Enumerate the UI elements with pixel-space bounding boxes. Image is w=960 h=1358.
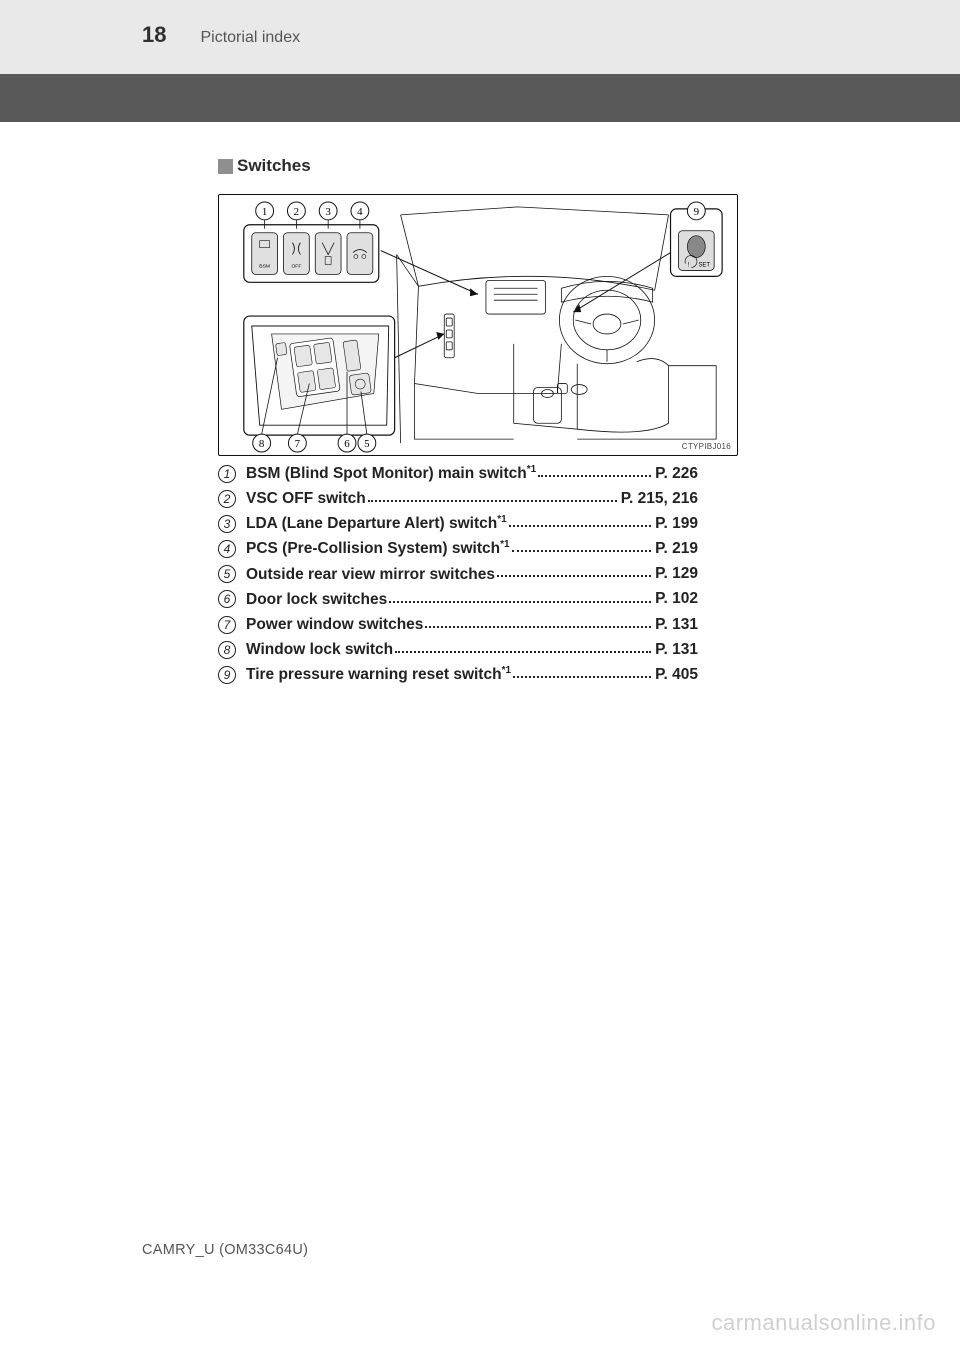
dark-chapter-bar	[0, 74, 960, 122]
callout-label: Outside rear view mirror switches	[246, 565, 495, 584]
header-row: 18 Pictorial index	[0, 0, 960, 48]
callout-pageref: P. 219	[655, 540, 698, 558]
callout-number: 7	[218, 616, 236, 634]
leader-dots	[368, 493, 617, 502]
svg-text:SET: SET	[698, 262, 710, 268]
leader-dots	[512, 543, 652, 552]
callout-pageref: P. 129	[655, 565, 698, 583]
callout-number: 1	[218, 465, 236, 483]
leader-dots	[509, 518, 652, 527]
callout-circle-9: 9	[687, 202, 705, 220]
callout-item-6: 6 Door lock switches P. 102	[218, 590, 698, 609]
callout-pageref: P. 226	[655, 465, 698, 483]
content-area: Switches BSM OFF	[0, 122, 732, 684]
callout-number: 3	[218, 515, 236, 533]
svg-text:1: 1	[262, 206, 267, 218]
callout-pageref: P. 405	[655, 666, 698, 684]
subheading-switches: Switches	[218, 156, 732, 176]
diagram-code: CTYPIBJ016	[682, 442, 731, 451]
subheading-text: Switches	[237, 156, 311, 176]
leader-dots	[395, 644, 651, 653]
leader-dots	[538, 467, 651, 476]
svg-text:5: 5	[364, 438, 370, 450]
svg-text:7: 7	[295, 438, 301, 450]
svg-text:6: 6	[344, 438, 350, 450]
callout-label: PCS (Pre-Collision System) switch*1	[246, 539, 510, 558]
callout-item-7: 7 Power window switches P. 131	[218, 615, 698, 634]
switches-diagram: BSM OFF 1 2	[218, 194, 738, 456]
square-bullet-icon	[218, 159, 233, 174]
callout-pageref: P. 199	[655, 515, 698, 533]
callout-pageref: P. 215, 216	[621, 490, 698, 508]
callout-number: 2	[218, 490, 236, 508]
header-gray-band: 18 Pictorial index	[0, 0, 960, 74]
watermark-text: carmanualsonline.info	[711, 1310, 936, 1336]
callout-label: VSC OFF switch	[246, 489, 366, 508]
callout-pageref: P. 131	[655, 641, 698, 659]
svg-text:9: 9	[694, 206, 699, 218]
svg-text:3: 3	[325, 206, 331, 218]
callout-number: 8	[218, 641, 236, 659]
section-title: Pictorial index	[200, 29, 300, 47]
callout-label: BSM (Blind Spot Monitor) main switch*1	[246, 464, 536, 483]
callout-item-8: 8 Window lock switch P. 131	[218, 640, 698, 659]
callout-label: Door lock switches	[246, 590, 387, 609]
callout-item-9: 9 Tire pressure warning reset switch*1 P…	[218, 665, 698, 684]
bsm-label: BSM	[259, 263, 270, 269]
callout-label: Power window switches	[246, 615, 423, 634]
callout-number: 6	[218, 590, 236, 608]
callout-label: Tire pressure warning reset switch*1	[246, 665, 511, 684]
svg-text:4: 4	[357, 206, 363, 218]
callout-pageref: P. 131	[655, 616, 698, 634]
leader-dots	[425, 618, 651, 627]
callout-item-4: 4 PCS (Pre-Collision System) switch*1 P.…	[218, 539, 698, 558]
callout-number: 9	[218, 666, 236, 684]
off-label: OFF	[291, 263, 301, 269]
callout-list: 1 BSM (Blind Spot Monitor) main switch*1…	[218, 464, 732, 684]
page-root: 18 Pictorial index Switches BSM OFF	[0, 0, 960, 1358]
leader-dots	[389, 593, 651, 602]
callout-item-2: 2 VSC OFF switch P. 215, 216	[218, 489, 698, 508]
callout-item-3: 3 LDA (Lane Departure Alert) switch*1 P.…	[218, 514, 698, 533]
callout-label: Window lock switch	[246, 640, 393, 659]
footer-doc-code: CAMRY_U (OM33C64U)	[142, 1242, 308, 1258]
callout-number: 4	[218, 540, 236, 558]
leader-dots	[513, 669, 651, 678]
callout-item-1: 1 BSM (Blind Spot Monitor) main switch*1…	[218, 464, 698, 483]
callout-number: 5	[218, 565, 236, 583]
callout-pageref: P. 102	[655, 590, 698, 608]
page-number: 18	[142, 22, 166, 48]
callout-item-5: 5 Outside rear view mirror switches P. 1…	[218, 565, 698, 584]
svg-text:2: 2	[294, 206, 299, 218]
leader-dots	[497, 568, 651, 577]
svg-text:8: 8	[259, 438, 265, 450]
callout-label: LDA (Lane Departure Alert) switch*1	[246, 514, 507, 533]
